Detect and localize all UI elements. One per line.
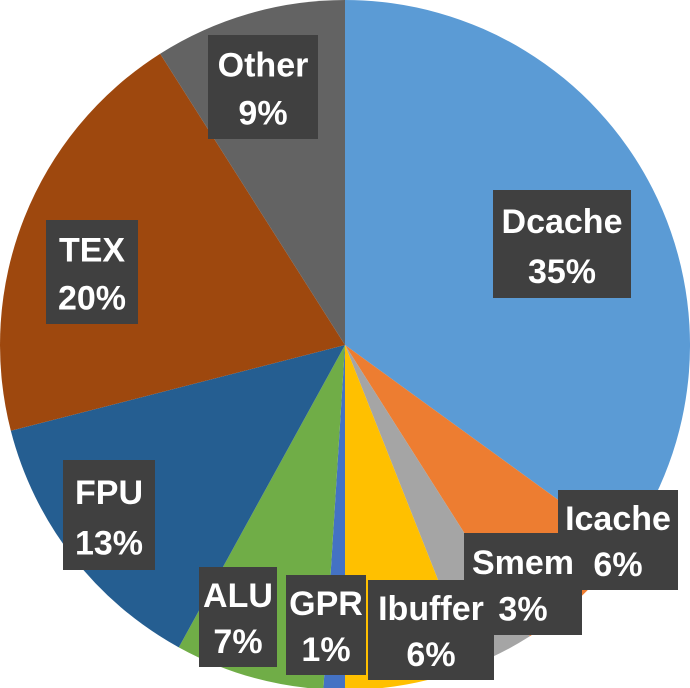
data-label-name: Smem bbox=[472, 544, 574, 582]
data-label-other: Other 9% bbox=[208, 35, 318, 139]
data-label-name: GPR bbox=[289, 585, 363, 623]
data-label-box bbox=[493, 190, 631, 298]
data-label-box bbox=[63, 460, 155, 570]
data-label-ibuffer: Ibuffer 6% bbox=[368, 580, 494, 680]
data-label-value: 20% bbox=[58, 279, 126, 317]
data-label-box bbox=[286, 575, 366, 675]
data-label-value: 35% bbox=[528, 253, 596, 291]
data-label-value: 7% bbox=[213, 623, 262, 661]
data-label-name: Icache bbox=[565, 500, 671, 538]
data-label-value: 6% bbox=[593, 546, 642, 584]
data-label-alu: ALU 7% bbox=[199, 567, 277, 667]
data-label-box bbox=[208, 35, 318, 139]
pie-slice-tex bbox=[0, 53, 346, 431]
data-label-value: 13% bbox=[75, 525, 143, 563]
data-label-box bbox=[368, 580, 494, 680]
data-label-value: 3% bbox=[498, 591, 547, 629]
data-label-fpu: FPU 13% bbox=[63, 460, 155, 570]
data-label-name: Other bbox=[218, 47, 309, 85]
data-label-name: Dcache bbox=[502, 203, 623, 241]
data-label-name: Ibuffer bbox=[378, 590, 484, 628]
data-label-value: 9% bbox=[238, 94, 287, 132]
data-label-box bbox=[199, 567, 277, 667]
data-labels: Dcache 35% Icache 6% Smem 3% Ibuffer 6% GPR 1% ALU… bbox=[46, 35, 678, 680]
data-label-box bbox=[46, 220, 138, 324]
data-label-dcache: Dcache 35% bbox=[493, 190, 631, 298]
data-label-value: 6% bbox=[406, 636, 455, 674]
data-label-name: ALU bbox=[203, 577, 273, 615]
data-label-name: TEX bbox=[59, 232, 125, 270]
data-label-name: FPU bbox=[75, 474, 143, 512]
data-label-tex: TEX 20% bbox=[46, 220, 138, 324]
pie-slice-fpu bbox=[10, 345, 346, 648]
data-label-value: 1% bbox=[301, 631, 350, 669]
data-label-gpr: GPR 1% bbox=[286, 575, 366, 675]
